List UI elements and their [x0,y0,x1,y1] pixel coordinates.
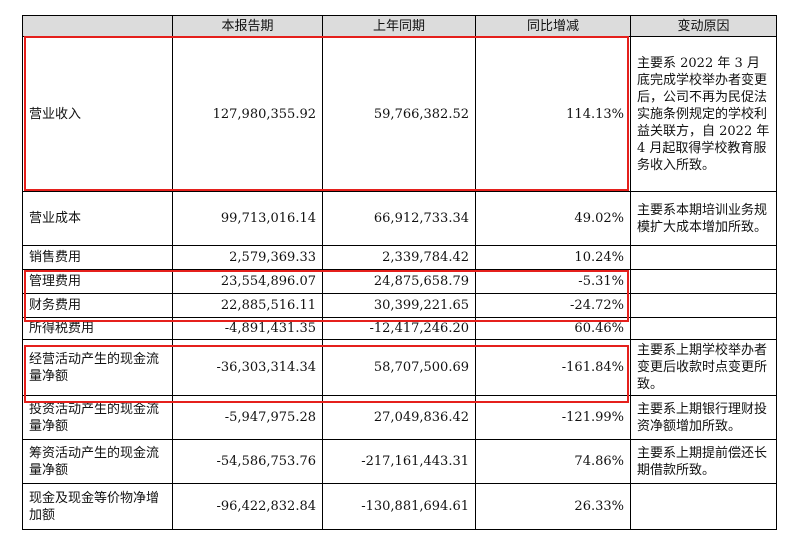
item-name: 财务费用 [22,293,173,318]
change-reason [630,245,777,270]
item-name: 销售费用 [22,245,173,270]
current-value: -96,422,832.84 [172,483,323,530]
table-row: 管理费用 23,554,896.07 24,875,658.79 -5.31% [22,269,777,294]
prior-value: -217,161,443.31 [322,439,476,484]
yoy-change: 26.33% [475,483,631,530]
table-row: 销售费用 2,579,369.33 2,339,784.42 10.24% [22,245,777,270]
header-prior-period: 上年同期 [322,15,476,37]
current-value: -4,891,431.35 [172,317,323,340]
change-reason: 主要系本期培训业务规模扩大成本增加所致。 [630,191,777,246]
table-row: 投资活动产生的现金流量净额 -5,947,975.28 27,049,836.4… [22,395,777,440]
change-reason: 主要系上期学校举办者变更后收款时点变更所致。 [630,339,777,396]
header-current-period: 本报告期 [172,15,323,37]
table-row: 营业成本 99,713,016.14 66,912,733.34 49.02% … [22,191,777,246]
yoy-change: 74.86% [475,439,631,484]
change-reason [630,483,777,530]
table-row: 现金及现金等价物净增加额 -96,422,832.84 -130,881,694… [22,483,777,530]
header-change-reason: 变动原因 [630,15,777,37]
yoy-change: -161.84% [475,339,631,396]
table-row: 筹资活动产生的现金流量净额 -54,586,753.76 -217,161,44… [22,439,777,484]
item-name: 现金及现金等价物净增加额 [22,483,173,530]
prior-value: 58,707,500.69 [322,339,476,396]
item-name: 管理费用 [22,269,173,294]
item-name: 营业收入 [22,36,173,192]
current-value: 2,579,369.33 [172,245,323,270]
yoy-change: -24.72% [475,293,631,318]
current-value: 22,885,516.11 [172,293,323,318]
prior-value: -12,417,246.20 [322,317,476,340]
item-name: 营业成本 [22,191,173,246]
prior-value: 30,399,221.65 [322,293,476,318]
item-name: 经营活动产生的现金流量净额 [22,339,173,396]
change-reason [630,293,777,318]
yoy-change: 49.02% [475,191,631,246]
current-value: -54,586,753.76 [172,439,323,484]
current-value: -36,303,314.34 [172,339,323,396]
prior-value: 27,049,836.42 [322,395,476,440]
yoy-change: 10.24% [475,245,631,270]
change-reason: 主要系上期银行理财投资净额增加所致。 [630,395,777,440]
yoy-change: 114.13% [475,36,631,192]
item-name: 投资活动产生的现金流量净额 [22,395,173,440]
item-name: 筹资活动产生的现金流量净额 [22,439,173,484]
change-reason: 主要系上期提前偿还长期借款所致。 [630,439,777,484]
yoy-change: 60.46% [475,317,631,340]
change-reason [630,269,777,294]
financial-comparison-table: 本报告期 上年同期 同比增减 变动原因 营业收入 127,980,355.92 … [22,15,777,530]
change-reason [630,317,777,340]
current-value: 23,554,896.07 [172,269,323,294]
yoy-change: -121.99% [475,395,631,440]
table-row: 营业收入 127,980,355.92 59,766,382.52 114.13… [22,36,777,192]
table-header-row: 本报告期 上年同期 同比增减 变动原因 [22,15,777,37]
prior-value: 59,766,382.52 [322,36,476,192]
table-row: 财务费用 22,885,516.11 30,399,221.65 -24.72% [22,293,777,318]
financial-table-container: 本报告期 上年同期 同比增减 变动原因 营业收入 127,980,355.92 … [22,15,777,530]
prior-value: -130,881,694.61 [322,483,476,530]
header-item [22,15,173,37]
current-value: 99,713,016.14 [172,191,323,246]
table-row: 所得税费用 -4,891,431.35 -12,417,246.20 60.46… [22,317,777,340]
prior-value: 66,912,733.34 [322,191,476,246]
prior-value: 2,339,784.42 [322,245,476,270]
yoy-change: -5.31% [475,269,631,294]
current-value: -5,947,975.28 [172,395,323,440]
item-name: 所得税费用 [22,317,173,340]
current-value: 127,980,355.92 [172,36,323,192]
change-reason: 主要系 2022 年 3 月底完成学校举办者变更后，公司不再为民促法实施条例规定… [630,36,777,192]
table-row: 经营活动产生的现金流量净额 -36,303,314.34 58,707,500.… [22,339,777,396]
prior-value: 24,875,658.79 [322,269,476,294]
header-yoy-change: 同比增减 [475,15,631,37]
